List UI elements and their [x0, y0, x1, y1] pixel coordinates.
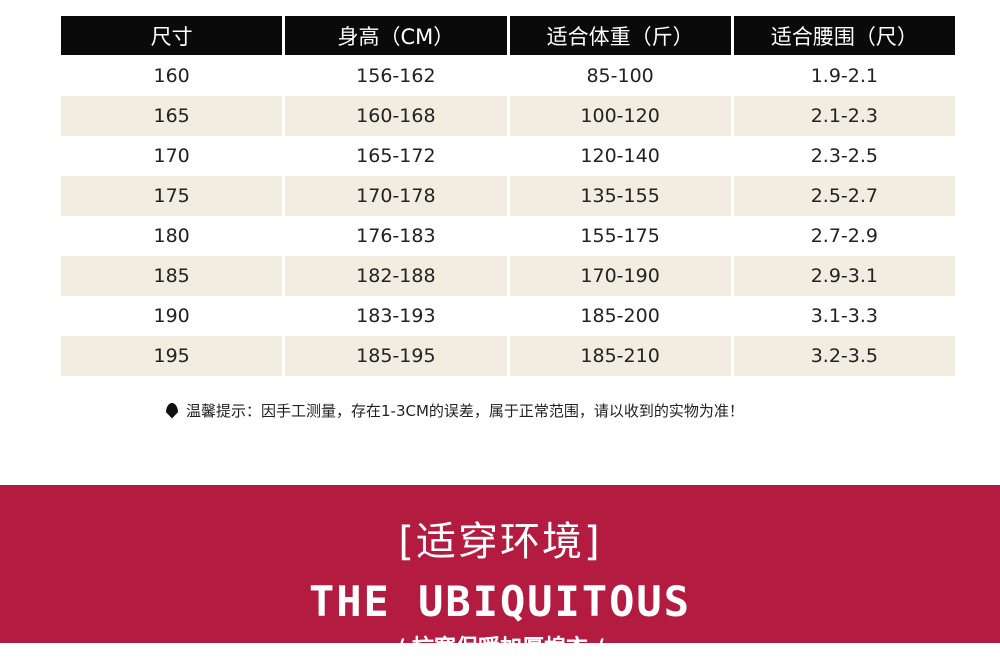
banner-subtitle: THE UBIQUITOUS [308, 577, 691, 626]
table-cell: 182-188 [285, 256, 507, 296]
environment-banner: [适穿环境] THE UBIQUITOUS / 抗寒保暖加厚棉衣 / [0, 485, 1000, 661]
table-cell: 100-120 [509, 96, 731, 136]
header-size: 尺寸 [61, 16, 283, 55]
note-text: 温馨提示：因手工测量，存在1-3CM的误差，属于正常范围，请以收到的实物为准！ [186, 402, 744, 420]
table-cell: 160 [153, 65, 190, 87]
table-cell: 1.9-2.1 [810, 65, 879, 87]
table-cell: 185 [61, 256, 283, 296]
table-cell: 183-193 [356, 305, 436, 327]
table-cell: 165-172 [356, 145, 436, 167]
table-header: 尺寸 身高（CM） 适合体重（斤） 适合腰围（尺） [61, 16, 955, 56]
banner-title: [适穿环境] [398, 519, 602, 565]
table-cell: 160-168 [285, 96, 507, 136]
table-cell: 2.3-2.5 [810, 145, 879, 167]
table-row: 160 156-162 85-100 1.9-2.1 [61, 56, 955, 96]
table-cell: 165 [61, 96, 283, 136]
table-cell: 3.1-3.3 [810, 305, 879, 327]
table-cell: 185-200 [580, 305, 660, 327]
header-waist: 适合腰围（尺） [733, 16, 955, 55]
table-cell: 190 [153, 305, 190, 327]
size-chart-table: 尺寸 身高（CM） 适合体重（斤） 适合腰围（尺） 160 156-162 85-1… [61, 16, 955, 376]
table-cell: 185-195 [285, 336, 507, 376]
table-cell: 2.7-2.9 [810, 225, 879, 247]
table-cell: 176-183 [356, 225, 436, 247]
table-cell: 2.1-2.3 [733, 96, 955, 136]
table-cell: 3.2-3.5 [733, 336, 955, 376]
table-cell: 195 [61, 336, 283, 376]
table-cell: 170-178 [285, 176, 507, 216]
location-pin-icon [166, 402, 178, 419]
measurement-note: 温馨提示：因手工测量，存在1-3CM的误差，属于正常范围，请以收到的实物为准！ [166, 400, 744, 421]
table-cell: 155-175 [580, 225, 660, 247]
table-cell: 185-210 [509, 336, 731, 376]
table-row: 175 170-178 135-155 2.5-2.7 [61, 176, 955, 216]
table-cell: 170 [153, 145, 190, 167]
table-cell: 2.5-2.7 [733, 176, 955, 216]
table-row: 180 176-183 155-175 2.7-2.9 [61, 216, 955, 256]
table-cell: 170-190 [509, 256, 731, 296]
header-weight: 适合体重（斤） [509, 16, 731, 55]
table-cell: 135-155 [509, 176, 731, 216]
table-cell: 120-140 [580, 145, 660, 167]
header-height: 身高（CM） [285, 16, 507, 55]
table-cell: 180 [153, 225, 190, 247]
table-row: 195 185-195 185-210 3.2-3.5 [61, 336, 955, 376]
table-row: 170 165-172 120-140 2.3-2.5 [61, 136, 955, 176]
table-row: 190 183-193 185-200 3.1-3.3 [61, 296, 955, 336]
table-cell: 175 [61, 176, 283, 216]
table-row: 165 160-168 100-120 2.1-2.3 [61, 96, 955, 136]
banner-tagline: / 抗寒保暖加厚棉衣 / [396, 636, 604, 661]
table-row: 185 182-188 170-190 2.9-3.1 [61, 256, 955, 296]
table-cell: 85-100 [586, 65, 654, 87]
table-cell: 2.9-3.1 [733, 256, 955, 296]
table-cell: 156-162 [356, 65, 436, 87]
